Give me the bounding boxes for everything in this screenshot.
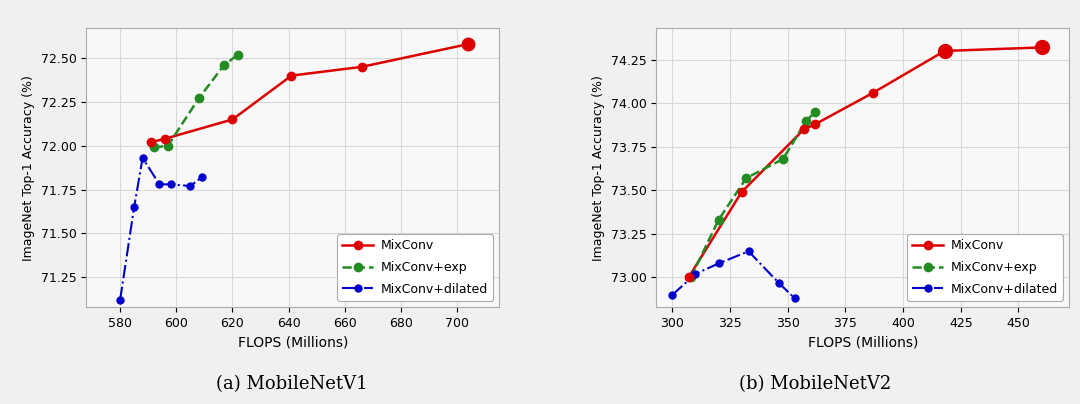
MixConv+dilated [772, 280, 785, 285]
MixConv+exp [231, 52, 244, 57]
MixConv+exp [161, 143, 174, 148]
Line: MixConv+exp: MixConv+exp [687, 108, 820, 282]
Text: (b) MobileNetV2: (b) MobileNetV2 [740, 375, 891, 393]
MixConv+dilated [136, 156, 149, 160]
MixConv+dilated [184, 184, 197, 189]
MixConv+exp [192, 96, 205, 101]
MixConv+exp [712, 217, 725, 222]
Line: MixConv+exp: MixConv+exp [150, 50, 242, 152]
MixConv+exp [147, 145, 160, 150]
Legend: MixConv, MixConv+exp, MixConv+dilated: MixConv, MixConv+exp, MixConv+dilated [907, 234, 1063, 301]
MixConv+dilated [689, 271, 702, 276]
X-axis label: FLOPS (Millions): FLOPS (Millions) [808, 335, 918, 349]
MixConv+exp [740, 176, 753, 181]
Line: MixConv+dilated: MixConv+dilated [669, 248, 798, 302]
Y-axis label: ImageNet Top-1 Accuracy (%): ImageNet Top-1 Accuracy (%) [592, 75, 605, 261]
Legend: MixConv, MixConv+exp, MixConv+dilated: MixConv, MixConv+exp, MixConv+dilated [337, 234, 494, 301]
MixConv+exp [777, 156, 789, 161]
MixConv+dilated [742, 249, 755, 254]
Y-axis label: ImageNet Top-1 Accuracy (%): ImageNet Top-1 Accuracy (%) [23, 75, 36, 261]
MixConv+exp [809, 109, 822, 114]
MixConv+dilated [164, 182, 177, 187]
MixConv+dilated [712, 261, 725, 266]
MixConv+exp [217, 63, 230, 67]
X-axis label: FLOPS (Millions): FLOPS (Millions) [238, 335, 348, 349]
Line: MixConv+dilated: MixConv+dilated [117, 155, 205, 303]
MixConv+dilated [195, 175, 208, 180]
MixConv+exp [685, 275, 698, 280]
MixConv+dilated [113, 298, 126, 303]
MixConv+exp [799, 118, 812, 123]
MixConv+dilated [666, 292, 679, 297]
Text: (a) MobileNetV1: (a) MobileNetV1 [216, 375, 367, 393]
MixConv+dilated [127, 205, 140, 210]
MixConv+dilated [153, 182, 166, 187]
MixConv+dilated [788, 296, 801, 301]
